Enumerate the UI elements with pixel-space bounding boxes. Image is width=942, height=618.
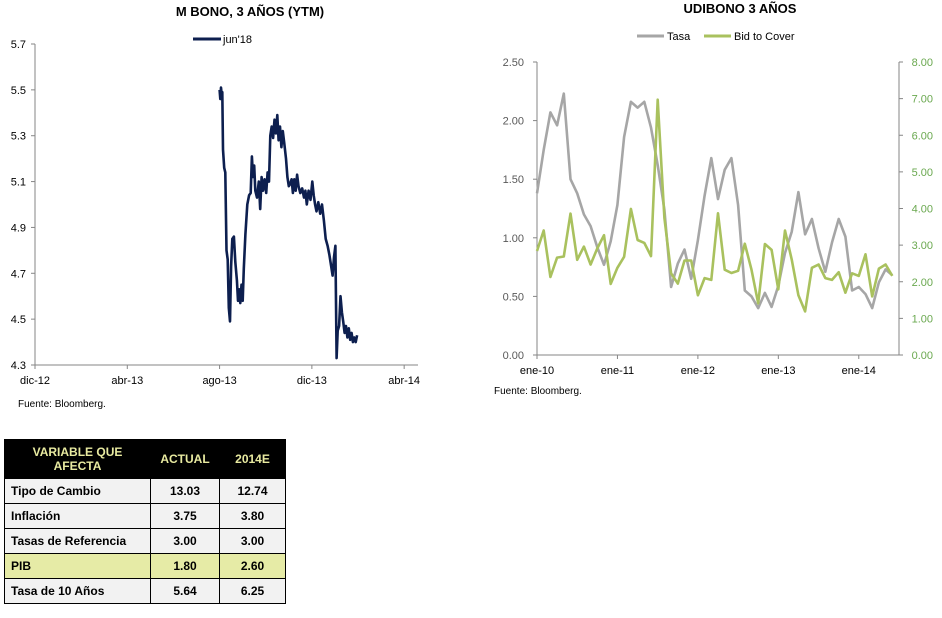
table-header-variable: VARIABLE QUE AFECTA (4, 439, 151, 479)
y-tick-label-right: 8.00 (912, 57, 933, 69)
table-cell-actual: 3.75 (150, 503, 220, 529)
series-line-jun18 (218, 86, 359, 360)
y-tick-label: 4.9 (11, 222, 26, 234)
table-cell-2014e: 3.00 (219, 528, 286, 554)
series-line-bid-to-cover (535, 98, 894, 313)
y-tick-label: 4.5 (11, 314, 26, 326)
y-tick-label: 5.1 (11, 177, 26, 189)
x-tick-label: ene-14 (842, 365, 876, 377)
y-tick-label: 4.3 (11, 360, 26, 372)
x-tick-label: abr-14 (388, 375, 420, 387)
table-cell-2014e: 12.74 (219, 478, 286, 504)
y-tick-label-right: 0.00 (912, 350, 933, 362)
y-tick-label-left: 0.00 (503, 350, 524, 362)
table-header-2014e: 2014E (219, 439, 286, 479)
table-cell-label: Tipo de Cambio (4, 478, 151, 504)
legend-label-bid-to-cover: Bid to Cover (734, 31, 795, 43)
y-tick-label-right: 5.00 (912, 167, 933, 179)
y-tick-label-left: 0.50 (503, 291, 524, 303)
mbono-chart: 5.7 5.5 5.3 5.1 4.9 4.7 4.5 4.3 dic-12 abr-13 ago-… (11, 34, 420, 387)
x-tick-label: abr-13 (111, 375, 143, 387)
x-tick-label: ene-12 (681, 365, 715, 377)
y-tick-label-right: 7.00 (912, 94, 933, 106)
variables-table: VARIABLE QUE AFECTA ACTUAL 2014E Tipo de… (4, 439, 286, 604)
x-tick-label: dic-13 (297, 375, 327, 387)
table-cell-actual: 13.03 (150, 478, 220, 504)
x-tick-label: ene-11 (601, 365, 634, 377)
table-row: Tipo de Cambio 13.03 12.74 (4, 478, 286, 504)
y-tick-label-right: 3.00 (912, 240, 933, 252)
table-cell-actual: 3.00 (150, 528, 220, 554)
table-cell-actual: 5.64 (150, 578, 220, 604)
y-tick-label: 5.3 (11, 131, 26, 143)
mbono-source: Fuente: Bloomberg. (18, 399, 106, 410)
y-tick-label-left: 1.00 (503, 233, 524, 245)
y-tick-label-left: 2.50 (503, 57, 524, 69)
legend-label-jun18: jun'18 (222, 34, 252, 46)
series-line-tasa (535, 92, 894, 310)
table-cell-2014e: 2.60 (219, 553, 286, 579)
table-cell-label: Tasas de Referencia (4, 528, 151, 554)
table-cell-label: Tasa de 10 Años (4, 578, 151, 604)
table-row: Tasas de Referencia 3.00 3.00 (4, 528, 286, 554)
y-tick-label: 5.7 (11, 39, 26, 51)
table-row-highlighted: PIB 1.80 2.60 (4, 553, 286, 579)
y-tick-label-left: 1.50 (503, 174, 524, 186)
y-tick-label-right: 2.00 (912, 277, 933, 289)
table-cell-2014e: 3.80 (219, 503, 286, 529)
table-row: Inflación 3.75 3.80 (4, 503, 286, 529)
table-header-actual: ACTUAL (150, 439, 220, 479)
udibono-chart: 2.50 2.00 1.50 1.00 0.50 0.00 8.00 7.00 6.00 5.00… (503, 31, 933, 377)
table-row: Tasa de 10 Años 5.64 6.25 (4, 578, 286, 604)
x-tick-label: ene-10 (520, 365, 554, 377)
legend-label-tasa: Tasa (667, 31, 691, 43)
y-tick-label-right: 6.00 (912, 130, 933, 142)
y-tick-label-left: 2.00 (503, 116, 524, 128)
table-cell-label: PIB (4, 553, 151, 579)
udibono-source: Fuente: Bloomberg. (494, 386, 582, 397)
table-cell-actual: 1.80 (150, 553, 220, 579)
y-tick-label-right: 4.00 (912, 204, 933, 216)
x-tick-label: ene-13 (761, 365, 795, 377)
y-tick-label-right: 1.00 (912, 313, 933, 325)
table-cell-2014e: 6.25 (219, 578, 286, 604)
mbono-chart-title: M BONO, 3 AÑOS (YTM) (175, 4, 325, 19)
y-tick-label: 4.7 (11, 268, 26, 280)
x-tick-label: dic-12 (20, 375, 50, 387)
x-tick-label: ago-13 (202, 375, 236, 387)
udibono-chart-title: UDIBONO 3 AÑOS (683, 1, 797, 16)
table-cell-label: Inflación (4, 503, 151, 529)
y-tick-label: 5.5 (11, 85, 26, 97)
table-header-row: VARIABLE QUE AFECTA ACTUAL 2014E (4, 439, 286, 479)
